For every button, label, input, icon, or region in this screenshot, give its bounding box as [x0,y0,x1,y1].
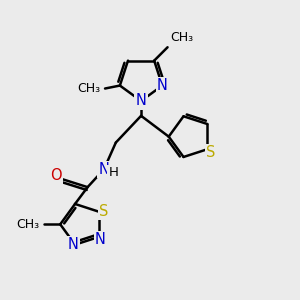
Text: S: S [206,145,215,160]
Text: H: H [109,166,118,179]
Text: N: N [136,94,146,109]
Text: N: N [157,78,168,93]
Text: CH₃: CH₃ [77,82,101,95]
Text: S: S [99,204,108,219]
Text: O: O [51,168,62,183]
Text: CH₃: CH₃ [170,31,194,44]
Text: N: N [68,237,79,252]
Text: N: N [95,232,106,247]
Text: N: N [98,162,110,177]
Text: CH₃: CH₃ [16,218,39,231]
